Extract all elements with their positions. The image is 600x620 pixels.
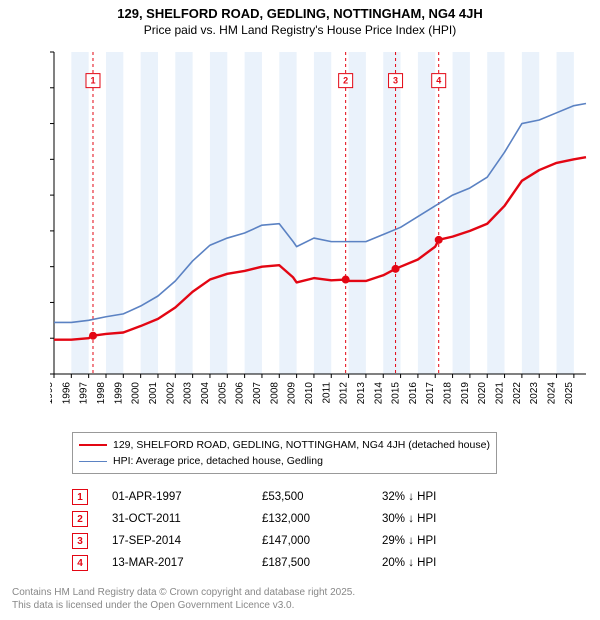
sales-annotation-table: 1 01-APR-1997£53,50032% ↓ HPI 2 31-OCT-2011…	[72, 486, 482, 574]
x-axis-label: 2016	[408, 382, 419, 405]
footer-line2: This data is licensed under the Open Gov…	[12, 599, 355, 612]
footer-line1: Contains HM Land Registry data © Crown c…	[12, 586, 355, 599]
annotation-delta: 30% ↓ HPI	[382, 513, 482, 525]
annotation-row: 1 01-APR-1997£53,50032% ↓ HPI	[72, 486, 482, 508]
chart-title-block: 129, SHELFORD ROAD, GEDLING, NOTTINGHAM,…	[0, 0, 600, 37]
chart-title-line2: Price paid vs. HM Land Registry's House …	[0, 23, 600, 37]
x-axis-label: 2021	[495, 382, 506, 405]
x-axis-label: 2012	[339, 382, 350, 405]
x-axis-label: 2007	[252, 382, 263, 405]
chart-svg: £0£50K£100K£150K£200K£250K£300K£350K£400…	[50, 48, 590, 408]
legend-swatch	[79, 444, 107, 446]
x-axis-label: 1999	[113, 382, 124, 405]
x-axis-label: 2022	[512, 382, 523, 405]
x-axis-label: 2018	[443, 382, 454, 405]
x-axis-label: 2014	[373, 382, 384, 405]
x-axis-label: 2023	[529, 382, 540, 405]
x-axis-label: 2011	[321, 382, 332, 404]
x-axis-label: 2020	[477, 382, 488, 405]
x-axis-label: 2015	[391, 382, 402, 405]
x-axis-label: 2017	[425, 382, 436, 405]
x-axis-label: 2008	[269, 382, 280, 405]
x-axis-label: 1997	[79, 382, 90, 405]
price-chart: £0£50K£100K£150K£200K£250K£300K£350K£400…	[50, 48, 590, 408]
x-axis-label: 2002	[165, 382, 176, 405]
annotation-delta: 20% ↓ HPI	[382, 557, 482, 569]
legend-label: 129, SHELFORD ROAD, GEDLING, NOTTINGHAM,…	[113, 437, 490, 453]
x-axis-label: 2024	[547, 382, 558, 405]
annotation-price: £187,500	[262, 557, 382, 569]
annotation-delta: 29% ↓ HPI	[382, 535, 482, 547]
sale-marker-number: 3	[393, 76, 398, 86]
x-axis-label: 1998	[96, 382, 107, 405]
x-axis-label: 2000	[131, 382, 142, 405]
sale-point	[89, 332, 97, 340]
chart-footer: Contains HM Land Registry data © Crown c…	[12, 586, 355, 612]
x-axis-label: 2013	[356, 382, 367, 405]
annotation-row: 4 13-MAR-2017£187,50020% ↓ HPI	[72, 552, 482, 574]
annotation-delta: 32% ↓ HPI	[382, 491, 482, 503]
sale-marker-number: 2	[343, 76, 348, 86]
annotation-price: £147,000	[262, 535, 382, 547]
annotation-date: 01-APR-1997	[112, 491, 262, 503]
annotation-price: £132,000	[262, 513, 382, 525]
x-axis-label: 2025	[564, 382, 575, 405]
annotation-date: 31-OCT-2011	[112, 513, 262, 525]
chart-title-line1: 129, SHELFORD ROAD, GEDLING, NOTTINGHAM,…	[0, 6, 600, 21]
legend-row: HPI: Average price, detached house, Gedl…	[79, 453, 490, 469]
sale-marker-number: 4	[436, 76, 441, 86]
x-axis-label: 2003	[183, 382, 194, 405]
chart-legend: 129, SHELFORD ROAD, GEDLING, NOTTINGHAM,…	[72, 432, 497, 474]
legend-label: HPI: Average price, detached house, Gedl…	[113, 453, 323, 469]
x-axis-label: 1996	[61, 382, 72, 405]
annotation-number: 2	[72, 511, 88, 527]
sale-point	[435, 236, 443, 244]
legend-row: 129, SHELFORD ROAD, GEDLING, NOTTINGHAM,…	[79, 437, 490, 453]
x-axis-label: 1995	[50, 382, 55, 405]
x-axis-label: 2009	[287, 382, 298, 405]
sale-point	[342, 276, 350, 284]
annotation-number: 4	[72, 555, 88, 571]
x-axis-label: 2006	[235, 382, 246, 405]
legend-swatch	[79, 461, 107, 462]
sale-marker-number: 1	[90, 76, 95, 86]
annotation-price: £53,500	[262, 491, 382, 503]
x-axis-label: 2004	[200, 382, 211, 405]
annotation-row: 3 17-SEP-2014£147,00029% ↓ HPI	[72, 530, 482, 552]
x-axis-label: 2019	[460, 382, 471, 405]
x-axis-label: 2010	[304, 382, 315, 405]
annotation-number: 3	[72, 533, 88, 549]
x-axis-label: 2001	[148, 382, 159, 405]
x-axis-label: 2005	[217, 382, 228, 405]
annotation-date: 17-SEP-2014	[112, 535, 262, 547]
annotation-row: 2 31-OCT-2011£132,00030% ↓ HPI	[72, 508, 482, 530]
annotation-number: 1	[72, 489, 88, 505]
sale-point	[392, 265, 400, 273]
annotation-date: 13-MAR-2017	[112, 557, 262, 569]
